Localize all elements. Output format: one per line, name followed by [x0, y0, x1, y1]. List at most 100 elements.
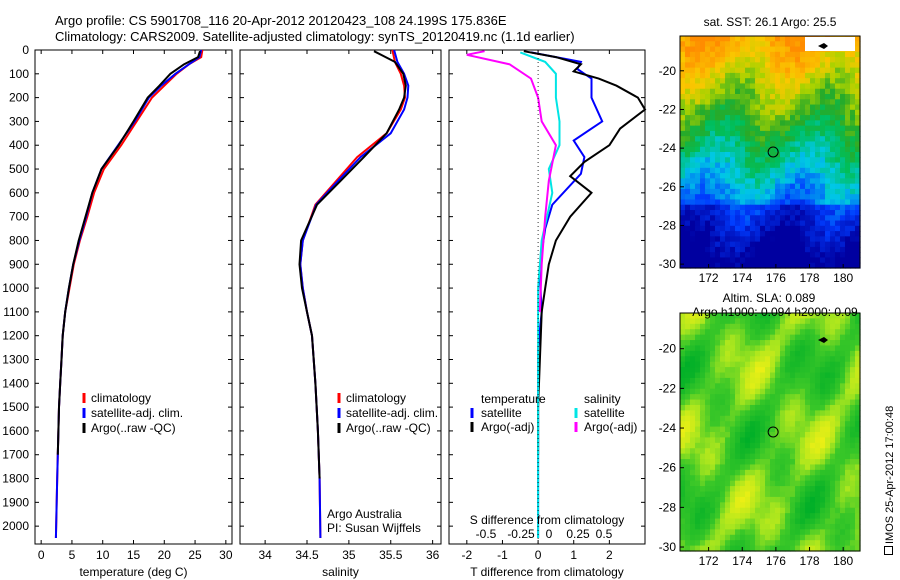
map-x-tick-label: 180	[833, 554, 853, 568]
map-cell	[765, 345, 771, 352]
map-cell	[855, 146, 861, 153]
map-cell	[705, 361, 711, 368]
map-cell	[770, 220, 776, 227]
map-cell	[830, 534, 836, 541]
map-cell	[715, 486, 721, 493]
map-cell	[680, 125, 686, 132]
map-cell	[725, 67, 731, 74]
map-cell	[835, 540, 841, 547]
map-cell	[765, 94, 771, 100]
map-cell	[690, 236, 696, 243]
map-cell	[690, 350, 696, 357]
map-cell	[700, 99, 706, 106]
map-cell	[840, 383, 846, 390]
map-cell	[830, 361, 836, 368]
map-cell	[780, 173, 786, 179]
map-cell	[840, 231, 846, 237]
map-cell	[850, 62, 856, 69]
map-cell	[770, 421, 776, 428]
map-cell	[685, 215, 691, 222]
map-cell	[830, 383, 836, 390]
map-cell	[695, 183, 701, 190]
y-tick-label: 500	[9, 162, 29, 176]
map-cell	[760, 399, 766, 406]
map-cell	[750, 372, 756, 379]
map-cell	[685, 252, 691, 259]
map-cell	[845, 340, 851, 347]
series-line-salinity-0	[299, 49, 407, 539]
map-cell	[725, 464, 731, 471]
map-cell	[695, 464, 701, 471]
map-cell	[685, 257, 691, 264]
map-cell	[760, 173, 766, 179]
map-cell	[700, 496, 706, 503]
map-cell	[855, 109, 861, 116]
map-cell	[815, 194, 821, 201]
map-cell	[715, 162, 721, 169]
map-cell	[840, 125, 846, 132]
map-cell	[855, 194, 861, 201]
map-cell	[830, 502, 836, 509]
map-cell	[750, 513, 756, 520]
map-cell	[700, 399, 706, 406]
map-cell	[845, 78, 851, 85]
map-cell	[755, 51, 761, 58]
map-cell	[770, 241, 776, 248]
map-cell	[745, 383, 751, 390]
map-cell	[785, 188, 791, 195]
map-cell	[845, 448, 851, 455]
legend-label-temperature: Argo(..raw -QC)	[91, 421, 176, 435]
map-y-tick-label: -24	[659, 141, 677, 155]
map-cell	[710, 241, 716, 248]
y-tick-label: 1200	[2, 329, 29, 343]
map-cell	[790, 377, 796, 384]
map-cell	[805, 125, 811, 132]
map-cell	[825, 78, 831, 85]
map-cell	[720, 104, 726, 111]
map-cell	[770, 313, 776, 320]
map-cell	[725, 415, 731, 422]
map-cell	[745, 215, 751, 222]
map-cell	[820, 130, 826, 137]
map-cell	[810, 188, 816, 195]
map-cell	[705, 210, 711, 216]
map-cell	[710, 157, 716, 164]
map-cell	[790, 518, 796, 525]
map-cell	[750, 534, 756, 541]
map-cell	[710, 545, 716, 552]
map-cell	[705, 464, 711, 471]
map-cell	[695, 361, 701, 368]
map-cell	[780, 323, 786, 330]
map-cell	[795, 220, 801, 227]
map-cell	[695, 130, 701, 137]
map-cell	[720, 252, 726, 259]
map-cell	[695, 496, 701, 503]
map-cell	[725, 162, 731, 169]
map-cell	[720, 78, 726, 85]
map-cell	[730, 540, 736, 547]
map-cell	[735, 152, 741, 158]
map-cell	[800, 225, 806, 232]
map-cell	[685, 334, 691, 341]
map-cell	[785, 136, 791, 143]
map-cell	[840, 188, 846, 195]
map-cell	[685, 432, 691, 439]
map-cell	[790, 507, 796, 514]
map-cell	[715, 78, 721, 85]
map-cell	[745, 246, 751, 253]
legend-label-salinity: satellite-adj. clim.	[346, 406, 438, 420]
map-cell	[760, 136, 766, 143]
map-cell	[800, 523, 806, 530]
map-cell	[800, 502, 806, 509]
map-cell	[740, 152, 746, 158]
map-cell	[745, 231, 751, 237]
map-cell	[760, 194, 766, 201]
map-cell	[725, 62, 731, 69]
map-cell	[740, 323, 746, 330]
map-cell	[695, 334, 701, 341]
map-cell	[680, 115, 686, 121]
map-cell	[685, 480, 691, 487]
map-cell	[735, 88, 741, 95]
map-cell	[680, 323, 686, 330]
map-cell	[700, 130, 706, 137]
